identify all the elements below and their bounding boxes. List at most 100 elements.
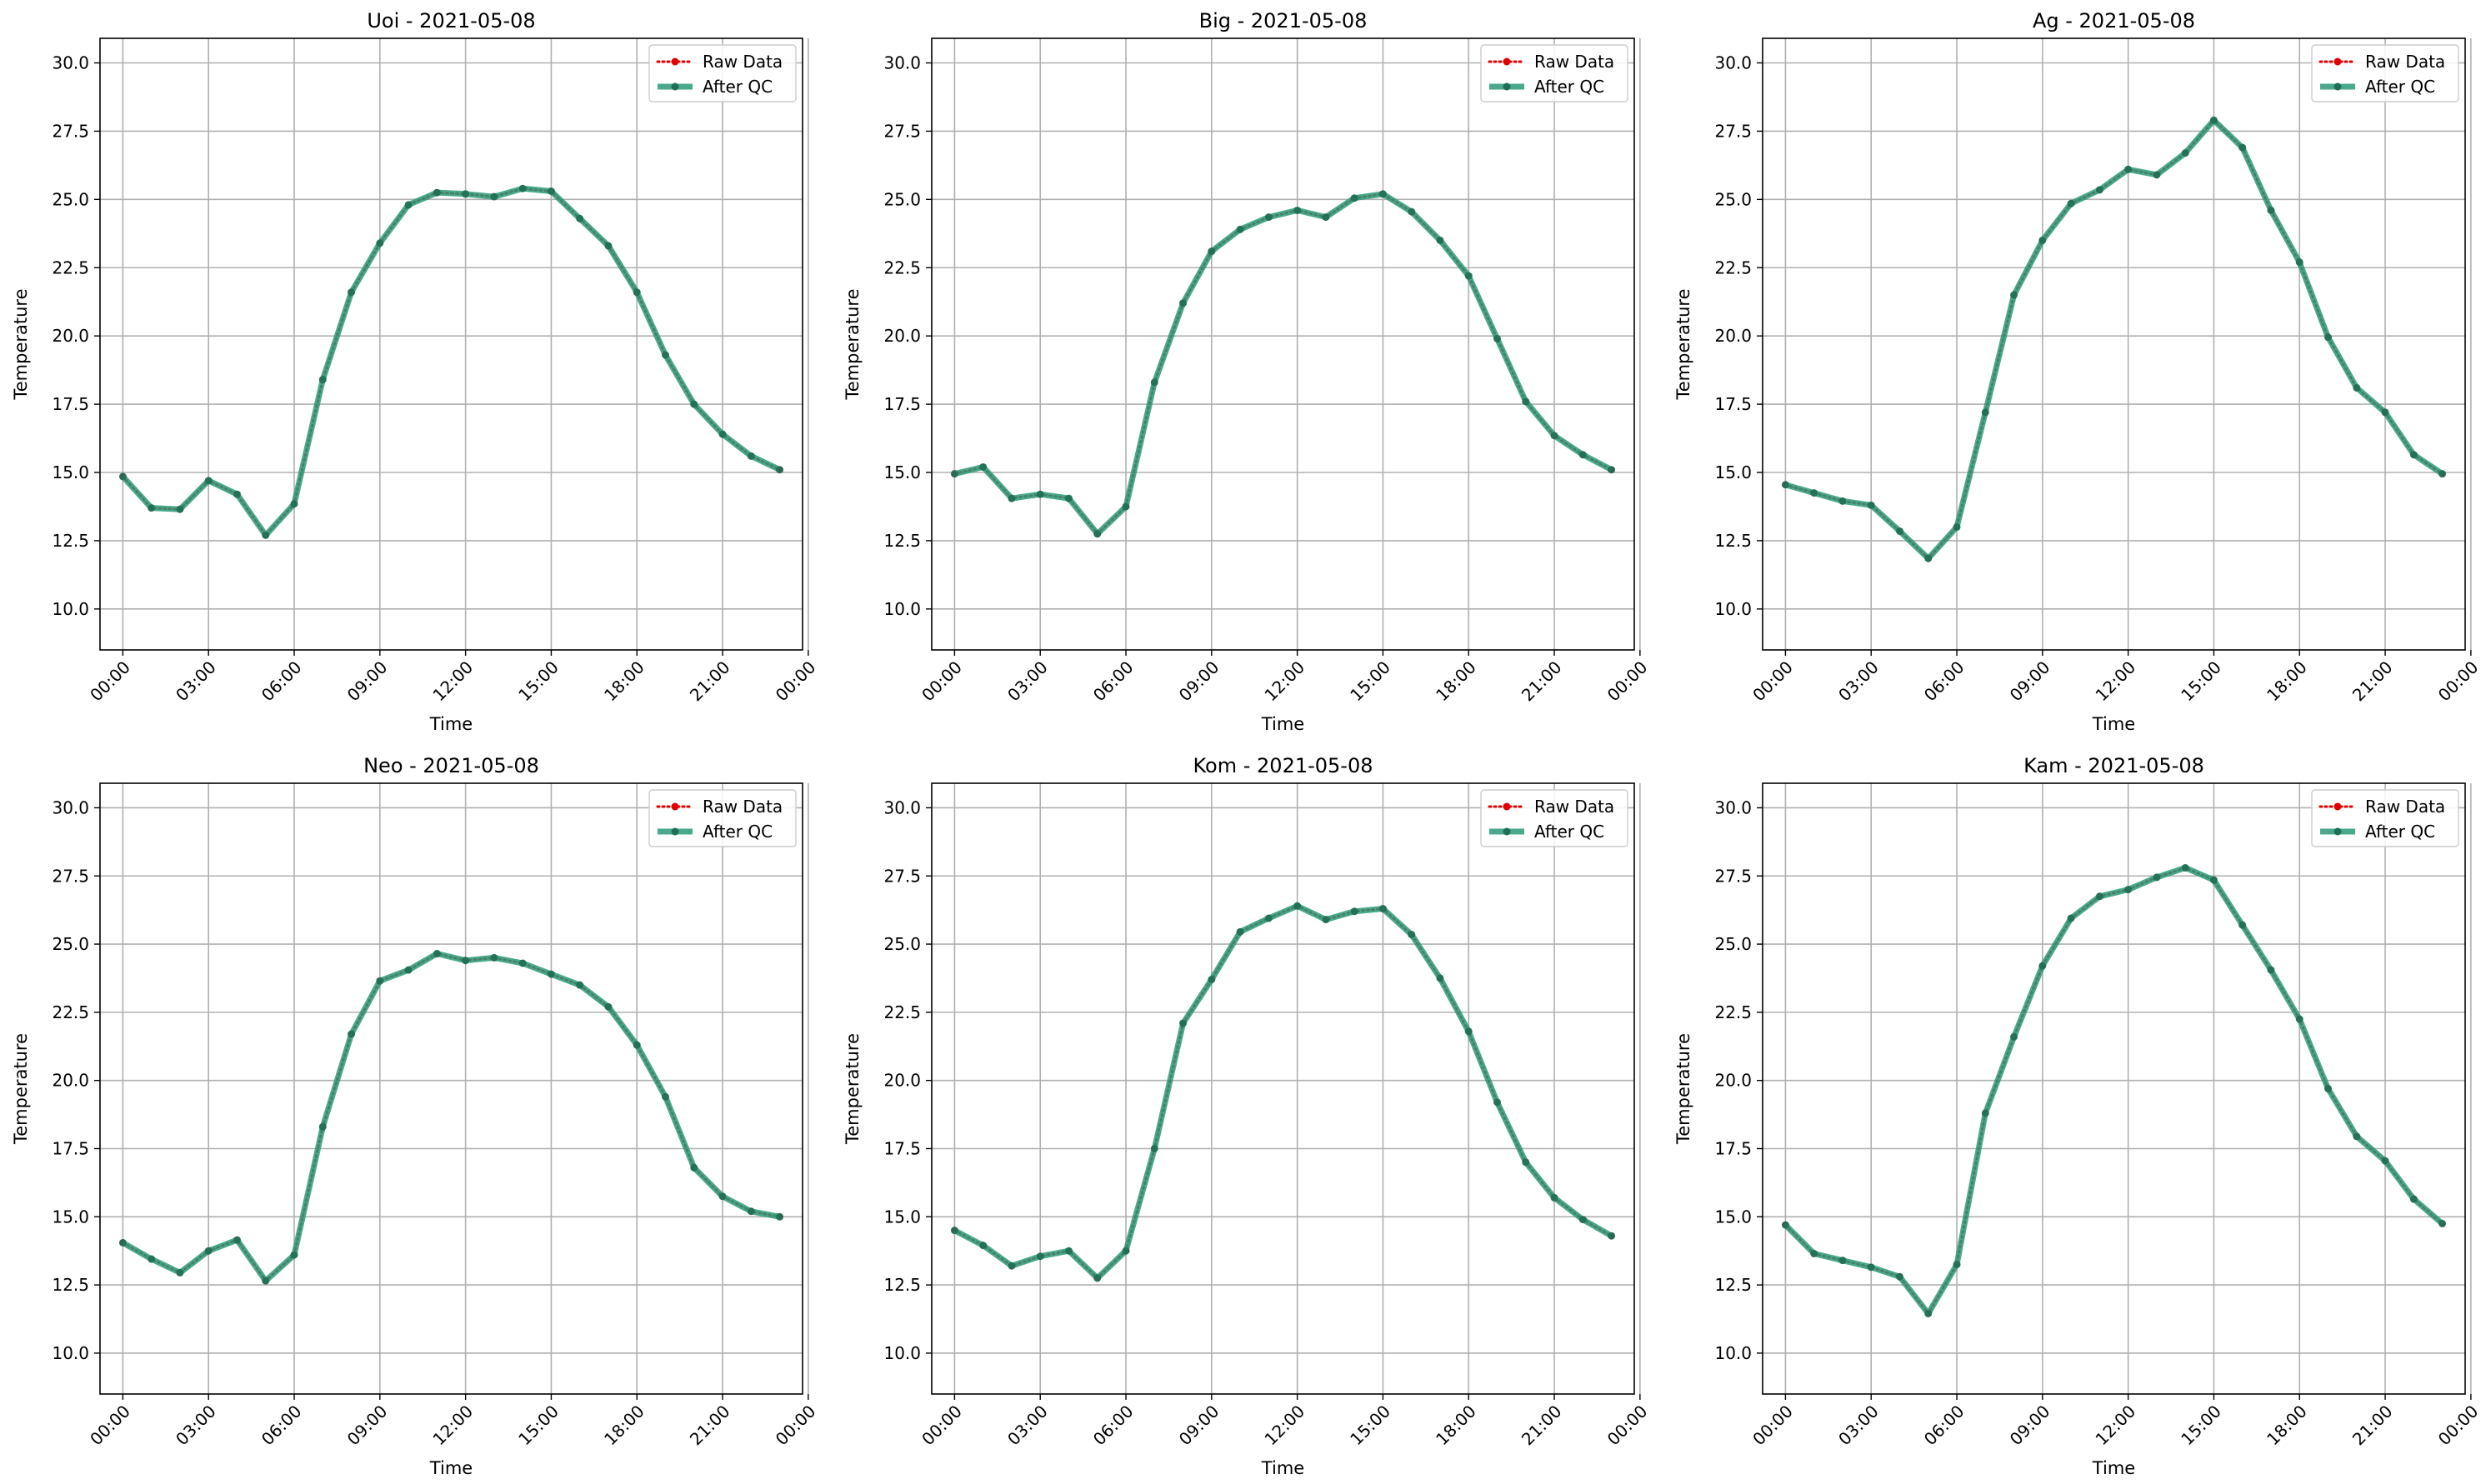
x-tick-label: 09:00 [343, 1402, 392, 1450]
legend-label-after-qc: After QC [2365, 822, 2435, 842]
after-qc-point [1867, 1263, 1875, 1272]
y-tick-label: 20.0 [1714, 1071, 1752, 1091]
after-qc-point [1522, 397, 1530, 406]
y-tick-label: 25.0 [1714, 934, 1752, 954]
x-tick-label: 00:00 [2434, 657, 2483, 706]
y-axis-label: Temperature [1673, 1033, 1693, 1145]
after-qc-point [576, 981, 584, 989]
x-tick-label: 06:00 [1089, 657, 1138, 706]
after-qc-point [518, 184, 527, 192]
y-tick-label: 17.5 [1714, 394, 1752, 414]
after-qc-point [376, 239, 384, 247]
chart-panel: 10.0 12.5 15.0 17.5 20.0 22.5 25.0 27.5 30.0 00:0… [1673, 754, 2482, 1478]
after-qc-point [176, 1268, 184, 1277]
after-qc-point [318, 376, 327, 384]
after-qc-point [1981, 1109, 1989, 1117]
x-tick-label: 00:00 [1748, 1402, 1797, 1450]
legend-marker-after-qc [671, 827, 679, 836]
x-tick-label: 12:00 [428, 657, 477, 706]
legend-marker-raw-data [2333, 57, 2342, 66]
y-tick-label: 15.0 [52, 1207, 89, 1227]
after-qc-point [1008, 494, 1016, 502]
after-qc-point [1493, 1098, 1502, 1107]
series-line-after-qc [121, 951, 781, 1284]
y-tick-label: 10.0 [883, 599, 921, 619]
after-qc-point [576, 214, 584, 222]
x-axis-label: Time [2092, 714, 2135, 734]
after-qc-point [1578, 451, 1587, 459]
after-qc-point [2038, 236, 2047, 244]
after-qc-point [348, 288, 356, 297]
x-tick-label: 09:00 [1175, 1402, 1223, 1450]
after-qc-point [1293, 206, 1302, 214]
plot-frame [1762, 37, 2466, 651]
x-tick-label: 12:00 [428, 1402, 477, 1450]
x-tick-label: 18:00 [1432, 657, 1480, 706]
after-qc-point [2067, 199, 2075, 207]
after-qc-point [233, 1236, 241, 1244]
after-qc-point [547, 187, 555, 195]
series-line-raw-data [1783, 866, 2444, 1317]
y-tick-label: 17.5 [1714, 1138, 1752, 1158]
legend-label-raw-data: Raw Data [703, 797, 783, 817]
after-qc-point [1064, 494, 1073, 502]
after-qc-point [1924, 554, 1933, 562]
x-tick-label: 12:00 [1260, 657, 1308, 706]
after-qc-point [2124, 886, 2133, 894]
series-line-raw-data [953, 904, 1613, 1280]
x-tick-label: 18:00 [2263, 657, 2311, 706]
after-qc-point [1093, 1274, 1102, 1282]
x-tick-label: 00:00 [86, 657, 134, 706]
y-tick-label: 15.0 [1714, 1207, 1752, 1227]
y-tick-label: 15.0 [1714, 462, 1752, 482]
y-tick-label: 12.5 [883, 1275, 921, 1295]
after-qc-point [1464, 1027, 1473, 1036]
after-qc-point [1608, 466, 1616, 474]
after-qc-point [747, 452, 755, 460]
after-qc-point [1550, 1193, 1558, 1202]
after-qc-point [2181, 863, 2189, 872]
series-line-raw-data [1783, 118, 2444, 561]
after-qc-point [2353, 383, 2361, 392]
chart-panel: 10.0 12.5 15.0 17.5 20.0 22.5 25.0 27.5 30.0 00:0… [11, 9, 819, 734]
legend-marker-raw-data [2333, 802, 2342, 811]
x-tick-label: 09:00 [343, 657, 392, 706]
after-qc-point [2353, 1132, 2361, 1141]
x-tick-label: 00:00 [918, 657, 966, 706]
y-tick-label: 27.5 [883, 866, 921, 886]
after-qc-point [1008, 1262, 1016, 1270]
legend-label-raw-data: Raw Data [2365, 52, 2445, 72]
y-tick-label: 10.0 [1714, 1343, 1752, 1363]
after-qc-point [690, 1163, 698, 1172]
legend-marker-after-qc [671, 82, 679, 91]
after-qc-point [1810, 489, 1818, 497]
y-tick-label: 25.0 [883, 934, 921, 954]
y-tick-label: 22.5 [52, 1002, 89, 1022]
x-tick-label: 00:00 [86, 1402, 134, 1450]
y-tick-label: 30.0 [1714, 52, 1752, 72]
legend-label-after-qc: After QC [703, 77, 773, 97]
x-tick-label: 15:00 [514, 1402, 563, 1450]
x-tick-label: 18:00 [2263, 1402, 2311, 1450]
x-tick-label: 15:00 [2177, 1402, 2225, 1450]
legend: Raw Data After QC [648, 44, 797, 102]
after-qc-point [1236, 225, 1244, 233]
legend: Raw Data After QC [1480, 789, 1628, 847]
series-line-after-qc [953, 902, 1613, 1282]
after-qc-point [604, 1002, 613, 1011]
after-qc-point [2153, 171, 2161, 179]
chart-title: Uoi - 2021-05-08 [367, 9, 535, 32]
x-tick-label: 06:00 [1920, 657, 1968, 706]
y-tick-label: 25.0 [883, 189, 921, 209]
after-qc-point [404, 201, 413, 209]
after-qc-point [233, 490, 241, 498]
y-tick-label: 30.0 [1714, 797, 1752, 817]
x-tick-label: 06:00 [258, 657, 306, 706]
x-tick-label: 15:00 [514, 657, 563, 706]
x-tick-label: 21:00 [686, 657, 734, 706]
after-qc-point [1378, 190, 1387, 198]
legend: Raw Data After QC [2311, 789, 2459, 847]
after-qc-point [2209, 876, 2218, 884]
x-tick-label: 03:00 [1003, 657, 1052, 706]
after-qc-point [490, 192, 498, 201]
